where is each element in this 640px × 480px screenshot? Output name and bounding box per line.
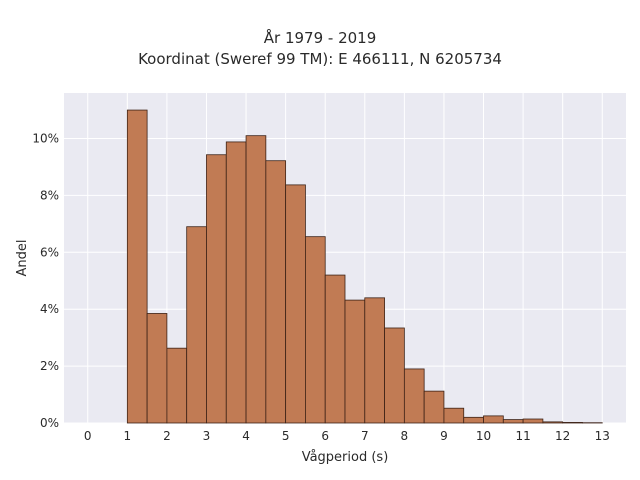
x-tick-label: 4 [242,429,250,443]
x-tick-label: 5 [282,429,290,443]
x-tick-label: 0 [84,429,92,443]
y-tick-labels: 0% 2% 4% 6% 8% 10% [32,132,59,430]
histogram-bar [166,347,188,424]
histogram-bar [463,416,484,424]
histogram-bar [423,390,445,424]
histogram-bar [206,154,227,424]
histogram-bar [186,226,207,424]
x-tick-label: 11 [515,429,530,443]
y-tick-label: 2% [40,359,59,373]
x-tick-labels: 0 1 2 3 4 5 6 7 8 9 10 11 12 13 [84,429,610,443]
x-tick-label: 13 [595,429,610,443]
histogram-bar [364,297,385,424]
bars-layer [126,109,603,424]
histogram-bar [522,418,544,424]
histogram-bar [245,135,267,424]
histogram-bar [265,160,287,424]
histogram-bar [443,407,465,424]
y-tick-label: 10% [32,132,59,146]
x-tick-label: 2 [163,429,171,443]
histogram-bar [126,109,148,424]
x-axis-label: Vågperiod (s) [302,450,389,465]
x-tick-label: 8 [401,429,409,443]
y-tick-label: 4% [40,302,59,316]
histogram-bar [146,313,168,424]
x-tick-label: 1 [124,429,132,443]
histogram-bar [502,419,524,424]
histogram-bar [562,422,583,424]
y-axis-label: Andel [15,240,30,277]
x-tick-label: 3 [203,429,211,443]
histogram-bar [305,236,326,424]
histogram-bar [483,415,504,424]
y-tick-label: 6% [40,245,59,259]
x-tick-label: 7 [361,429,369,443]
histogram-bar [542,421,564,424]
histogram-bar [344,299,366,424]
y-tick-label: 0% [40,416,59,430]
x-tick-label: 12 [555,429,570,443]
chart-title-line-2: Koordinat (Sweref 99 TM): E 466111, N 62… [138,50,502,68]
histogram-bar [384,327,405,424]
histogram-bar [225,141,247,424]
x-tick-label: 6 [321,429,329,443]
chart-title-line-1: År 1979 - 2019 [263,29,377,47]
x-tick-label: 10 [476,429,491,443]
x-tick-label: 9 [440,429,448,443]
histogram-bar [285,184,306,424]
y-tick-label: 8% [40,188,59,202]
histogram-bar [403,368,425,424]
histogram-bar [324,274,346,424]
